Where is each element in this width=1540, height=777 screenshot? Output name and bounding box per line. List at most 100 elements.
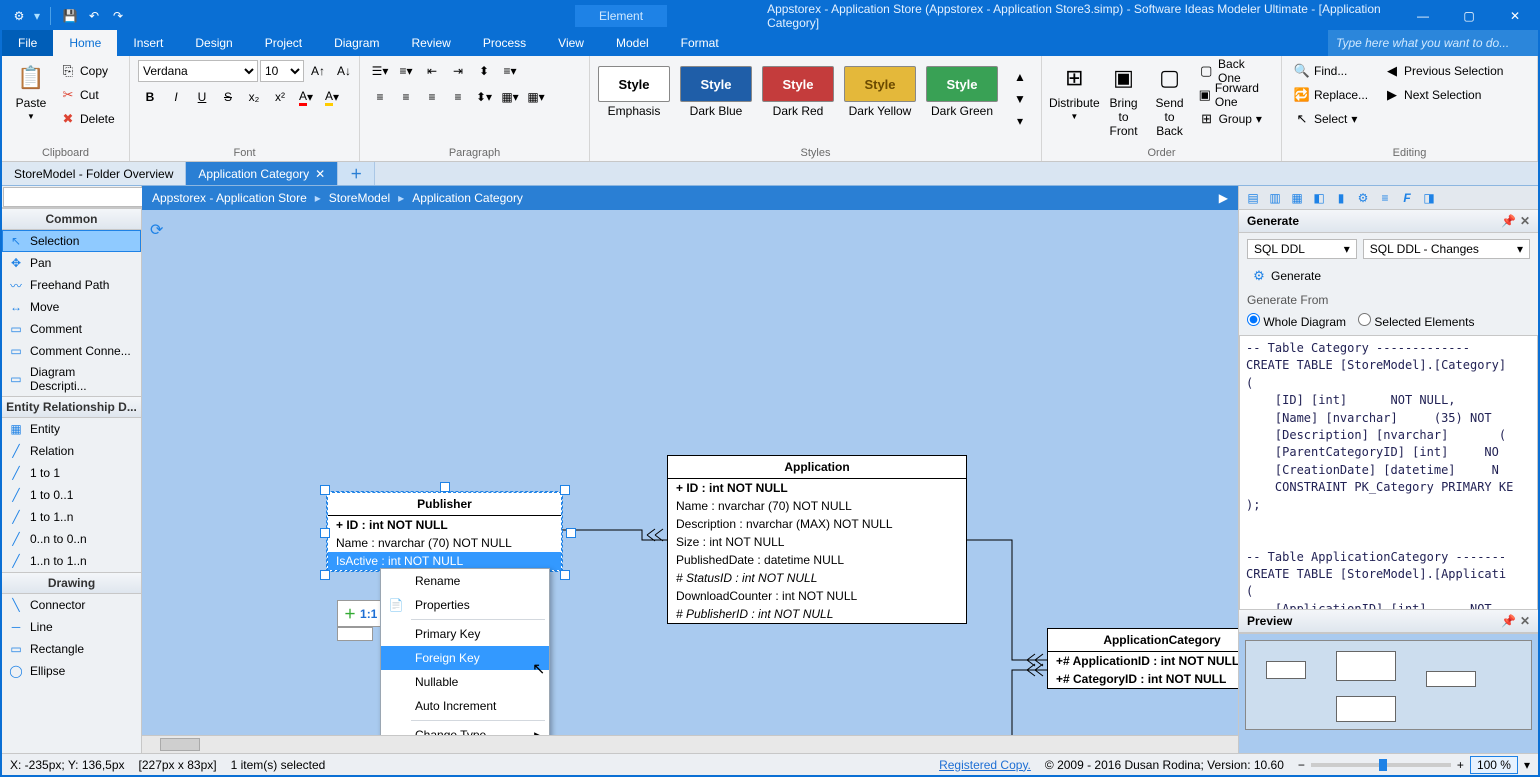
entity-field[interactable]: + ID : int NOT NULL — [328, 516, 561, 534]
breadcrumb-item[interactable]: Application Category — [412, 191, 523, 205]
entity-field[interactable]: Name : nvarchar (70) NOT NULL — [668, 497, 966, 515]
tool-item[interactable]: ↔Move — [2, 296, 141, 318]
select-button[interactable]: ↖Select ▾ — [1290, 108, 1372, 130]
indent-dec-button[interactable]: ⇤ — [420, 60, 444, 82]
font-size-select[interactable]: 10 — [260, 60, 304, 82]
ribbon-tab-review[interactable]: Review — [395, 30, 466, 56]
highlight-button[interactable]: A▾ — [320, 86, 344, 108]
panel-close-icon[interactable]: ✕ — [1520, 214, 1530, 228]
maximize-button[interactable]: ▢ — [1446, 2, 1492, 30]
ribbon-tab-diagram[interactable]: Diagram — [318, 30, 395, 56]
strike-button[interactable]: S — [216, 86, 240, 108]
zoom-in-button[interactable]: + — [1457, 758, 1464, 772]
borders-button[interactable]: ▦▾ — [524, 86, 548, 108]
ribbon-tab-project[interactable]: Project — [249, 30, 318, 56]
indent-inc-button[interactable]: ⇥ — [446, 60, 470, 82]
close-button[interactable]: ✕ — [1492, 2, 1538, 30]
breadcrumb-scroll-icon[interactable]: ▶ — [1219, 191, 1228, 205]
zoom-out-button[interactable]: − — [1298, 758, 1305, 772]
ribbon-tab-view[interactable]: View — [542, 30, 600, 56]
zoom-slider[interactable] — [1311, 763, 1451, 767]
zoom-value[interactable]: 100 % — [1470, 756, 1518, 774]
tool-item[interactable]: ╱1..n to 1..n — [2, 550, 141, 572]
tool-item[interactable]: ▭Diagram Descripti... — [2, 362, 141, 396]
refresh-icon[interactable]: ⟳ — [150, 220, 163, 240]
font-color-button[interactable]: A▾ — [294, 86, 318, 108]
prev-sel-button[interactable]: ◀Previous Selection — [1380, 60, 1507, 82]
entity-field[interactable]: Name : nvarchar (70) NOT NULL — [328, 534, 561, 552]
close-tab-icon[interactable]: ✕ — [315, 167, 325, 181]
style-chip[interactable]: Style — [844, 66, 916, 102]
horizontal-scrollbar[interactable] — [142, 735, 1238, 753]
whole-diagram-radio[interactable]: Whole Diagram — [1247, 313, 1346, 329]
context-menu-item[interactable]: Primary Key — [381, 622, 549, 646]
forward-one-button[interactable]: ▣Forward One — [1195, 84, 1273, 106]
next-sel-button[interactable]: ▶Next Selection — [1380, 84, 1507, 106]
ribbon-search[interactable]: Type here what you want to do... — [1328, 30, 1538, 56]
tool-item[interactable]: ╱1 to 0..1 — [2, 484, 141, 506]
generate-source-select[interactable]: SQL DDL▾ — [1247, 239, 1357, 259]
tool-item[interactable]: ─Line — [2, 616, 141, 638]
tool-item[interactable]: ▭Comment — [2, 318, 141, 340]
file-tab[interactable]: File — [2, 30, 53, 56]
entity-field[interactable]: # PublisherID : int NOT NULL — [668, 605, 966, 623]
ribbon-tab-process[interactable]: Process — [467, 30, 542, 56]
group-button[interactable]: ⊞Group ▾ — [1195, 108, 1273, 130]
entity-field[interactable]: +# CategoryID : int NOT NULL — [1048, 670, 1238, 688]
replace-button[interactable]: 🔁Replace... — [1290, 84, 1372, 106]
align-left-button[interactable]: ≡ — [368, 86, 392, 108]
undo-icon[interactable]: ↶ — [85, 7, 103, 25]
numbering-button[interactable]: ≡▾ — [394, 60, 418, 82]
entity-field[interactable]: Size : int NOT NULL — [668, 533, 966, 551]
tool-item[interactable]: ▭Comment Conne... — [2, 340, 141, 362]
entity[interactable]: Application+ ID : int NOT NULLName : nva… — [667, 455, 967, 624]
context-menu-item[interactable]: Rename — [381, 569, 549, 593]
context-menu-item[interactable]: Change Type▶ — [381, 723, 549, 735]
paste-button[interactable]: 📋 Paste▼ — [10, 60, 52, 123]
context-menu-item[interactable]: Auto Increment — [381, 694, 549, 718]
tool-item[interactable]: ╲Connector — [2, 594, 141, 616]
tool-item[interactable]: ╱1 to 1..n — [2, 506, 141, 528]
tool-item[interactable]: ▦Entity — [2, 418, 141, 440]
ribbon-tab-format[interactable]: Format — [665, 30, 735, 56]
panel-icon[interactable]: ▮ — [1331, 188, 1351, 208]
find-button[interactable]: 🔍Find... — [1290, 60, 1372, 82]
redo-icon[interactable]: ↷ — [109, 7, 127, 25]
diagram-canvas[interactable]: Publisher+ ID : int NOT NULLName : nvarc… — [142, 210, 1238, 735]
generate-button[interactable]: ⚙Generate — [1247, 265, 1530, 287]
generate-target-select[interactable]: SQL DDL - Changes▾ — [1363, 239, 1530, 259]
style-chip[interactable]: Style — [926, 66, 998, 102]
panel-icon[interactable]: ▦ — [1287, 188, 1307, 208]
doc-tab-overview[interactable]: StoreModel - Folder Overview — [2, 162, 186, 185]
style-chip[interactable]: Style — [762, 66, 834, 102]
bold-button[interactable]: B — [138, 86, 162, 108]
panel-icon[interactable]: ◧ — [1309, 188, 1329, 208]
minimize-button[interactable]: — — [1400, 2, 1446, 30]
valign-button[interactable]: ⬍▾ — [472, 86, 496, 108]
entity-field[interactable]: Description : nvarchar (MAX) NOT NULL — [668, 515, 966, 533]
ribbon-tab-insert[interactable]: Insert — [117, 30, 179, 56]
entity[interactable]: Publisher+ ID : int NOT NULLName : nvarc… — [327, 492, 562, 571]
entity[interactable]: ApplicationCategory+# ApplicationID : in… — [1047, 628, 1238, 689]
panel-icon[interactable]: ⚙ — [1353, 188, 1373, 208]
entity-field[interactable]: +# ApplicationID : int NOT NULL — [1048, 652, 1238, 670]
subscript-button[interactable]: x₂ — [242, 86, 266, 108]
breadcrumb-item[interactable]: StoreModel — [329, 191, 390, 205]
tool-item[interactable]: ◯Ellipse — [2, 660, 141, 682]
shrink-font-button[interactable]: A↓ — [332, 60, 356, 82]
copy-button[interactable]: ⎘Copy — [56, 60, 119, 82]
tool-item[interactable]: ╱Relation — [2, 440, 141, 462]
pin-icon[interactable]: 📌 — [1501, 214, 1516, 228]
relation-badge[interactable]: ＋1:1 — [337, 600, 384, 627]
context-menu-item[interactable]: Foreign Key — [381, 646, 549, 670]
tool-item[interactable]: 〰Freehand Path — [2, 274, 141, 296]
breadcrumb-item[interactable]: Appstorex - Application Store — [152, 191, 307, 205]
align-center-button[interactable]: ≡ — [394, 86, 418, 108]
style-chip[interactable]: Style — [680, 66, 752, 102]
panel-icon[interactable]: ▤ — [1243, 188, 1263, 208]
entity-field[interactable]: + ID : int NOT NULL — [668, 479, 966, 497]
table-button[interactable]: ▦▾ — [498, 86, 522, 108]
panel-icon[interactable]: ▥ — [1265, 188, 1285, 208]
bullets-button[interactable]: ☰▾ — [368, 60, 392, 82]
cut-button[interactable]: ✂Cut — [56, 84, 119, 106]
